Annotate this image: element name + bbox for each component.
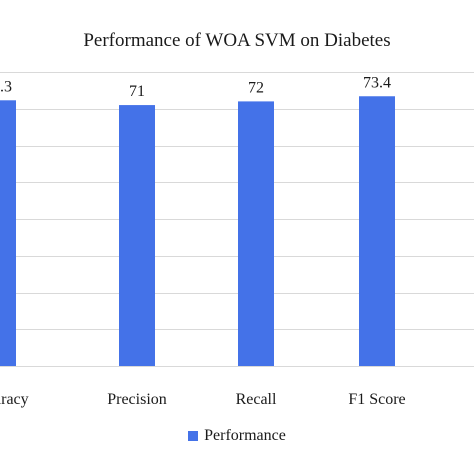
data-label: 72.3 [0, 78, 12, 95]
chart-legend: Performance [0, 427, 474, 445]
bar [359, 96, 395, 366]
data-label: 73.4 [363, 74, 391, 91]
legend-label: Performance [204, 427, 286, 444]
bar [119, 105, 155, 366]
x-tick-label: Precision [107, 391, 167, 408]
data-label: 71 [129, 83, 145, 100]
legend-swatch [188, 431, 199, 441]
x-tick-label: F1 Score [348, 391, 405, 408]
x-tick-label: Recall [236, 391, 277, 408]
data-label: 72 [248, 79, 264, 96]
bar [238, 101, 274, 367]
chart-title: Performance of WOA SVM on Diabetes [83, 30, 391, 51]
bar [0, 100, 16, 367]
x-tick-label: Accuracy [0, 391, 29, 408]
